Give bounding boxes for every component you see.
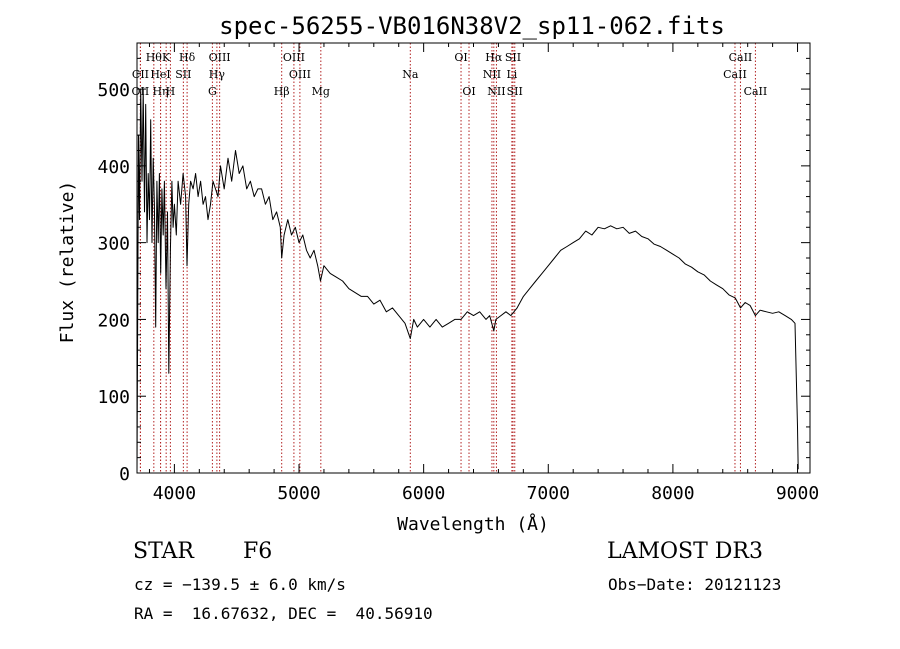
line-label-OIII-b: OIII: [283, 51, 305, 64]
x-tick-label-5000: 5000: [277, 483, 320, 504]
line-label-K: K: [162, 51, 171, 64]
coordinates: RA = 16.67632, DEC = 40.56910: [134, 604, 433, 623]
line-label-Li: Li: [506, 68, 517, 81]
line-label-OII: OII: [132, 85, 150, 98]
line-label-Heta: Hη: [152, 85, 168, 98]
line-label-CaII-b: CaII: [723, 68, 747, 81]
line-label-SII-c: SII: [507, 85, 523, 98]
x-axis-label: Wavelength (Å): [397, 513, 549, 535]
line-label-G: G: [208, 85, 217, 98]
observation-date: Obs−Date: 20121123: [608, 575, 782, 594]
line-label-Hbeta: Hβ: [274, 85, 290, 98]
line-label-OI-a: OI: [454, 51, 467, 64]
line-label-Mg: Mg: [312, 85, 330, 98]
y-tick-label-300: 300: [97, 234, 130, 255]
axis-ticks: 4000 5000 6000 7000 8000 9000 0 100 200 300 400 500: [97, 42, 819, 504]
y-tick-label-500: 500: [97, 80, 130, 101]
line-label-Halpha: Hα: [485, 51, 503, 64]
chart-title: spec-56255-VB016N38V2_sp11-062.fits: [219, 12, 725, 40]
line-label-H: H: [166, 85, 176, 98]
line-label-OIII-c: OIII: [289, 68, 311, 81]
line-label-HeI: HeI: [150, 68, 170, 81]
flux-line-flux: [136, 88, 799, 474]
line-label-NII-b: NII: [487, 85, 505, 98]
flux-series: [136, 88, 799, 474]
line-label-CII: CII: [132, 68, 149, 81]
x-tick-label-7000: 7000: [527, 483, 570, 504]
spectral-line-markers: [139, 43, 756, 473]
line-label-H9: Hθ: [146, 51, 163, 64]
y-tick-label-200: 200: [97, 310, 130, 331]
x-tick-label-6000: 6000: [402, 483, 445, 504]
y-tick-label-0: 0: [119, 464, 130, 485]
plot-frame: [136, 42, 811, 474]
x-tick-label-4000: 4000: [153, 483, 196, 504]
line-label-NII-a: NII: [483, 68, 501, 81]
line-label-Na: Na: [402, 68, 419, 81]
spectral-subclass: F6: [243, 539, 273, 564]
line-label-OI-b: OI: [462, 85, 475, 98]
line-label-CaII-a: CaII: [729, 51, 753, 64]
x-tick-label-8000: 8000: [651, 483, 694, 504]
survey-name: LAMOST DR3: [607, 539, 763, 564]
line-label-SII-a: SII: [505, 51, 521, 64]
line-label-Hdelta: Hδ: [179, 51, 196, 64]
object-class: STAR: [133, 539, 194, 564]
y-tick-label-400: 400: [97, 157, 130, 178]
redshift-readout: cz = −139.5 ± 6.0 km/s: [134, 575, 346, 594]
line-label-SII-b: SII: [175, 68, 191, 81]
line-label-CaII-c: CaII: [744, 85, 768, 98]
x-tick-label-9000: 9000: [776, 483, 819, 504]
y-tick-label-100: 100: [97, 387, 130, 408]
line-label-Hgamma: Hγ: [209, 68, 226, 81]
line-label-OIII-a: OIII: [209, 51, 231, 64]
y-axis-label: Flux (relative): [57, 181, 78, 344]
